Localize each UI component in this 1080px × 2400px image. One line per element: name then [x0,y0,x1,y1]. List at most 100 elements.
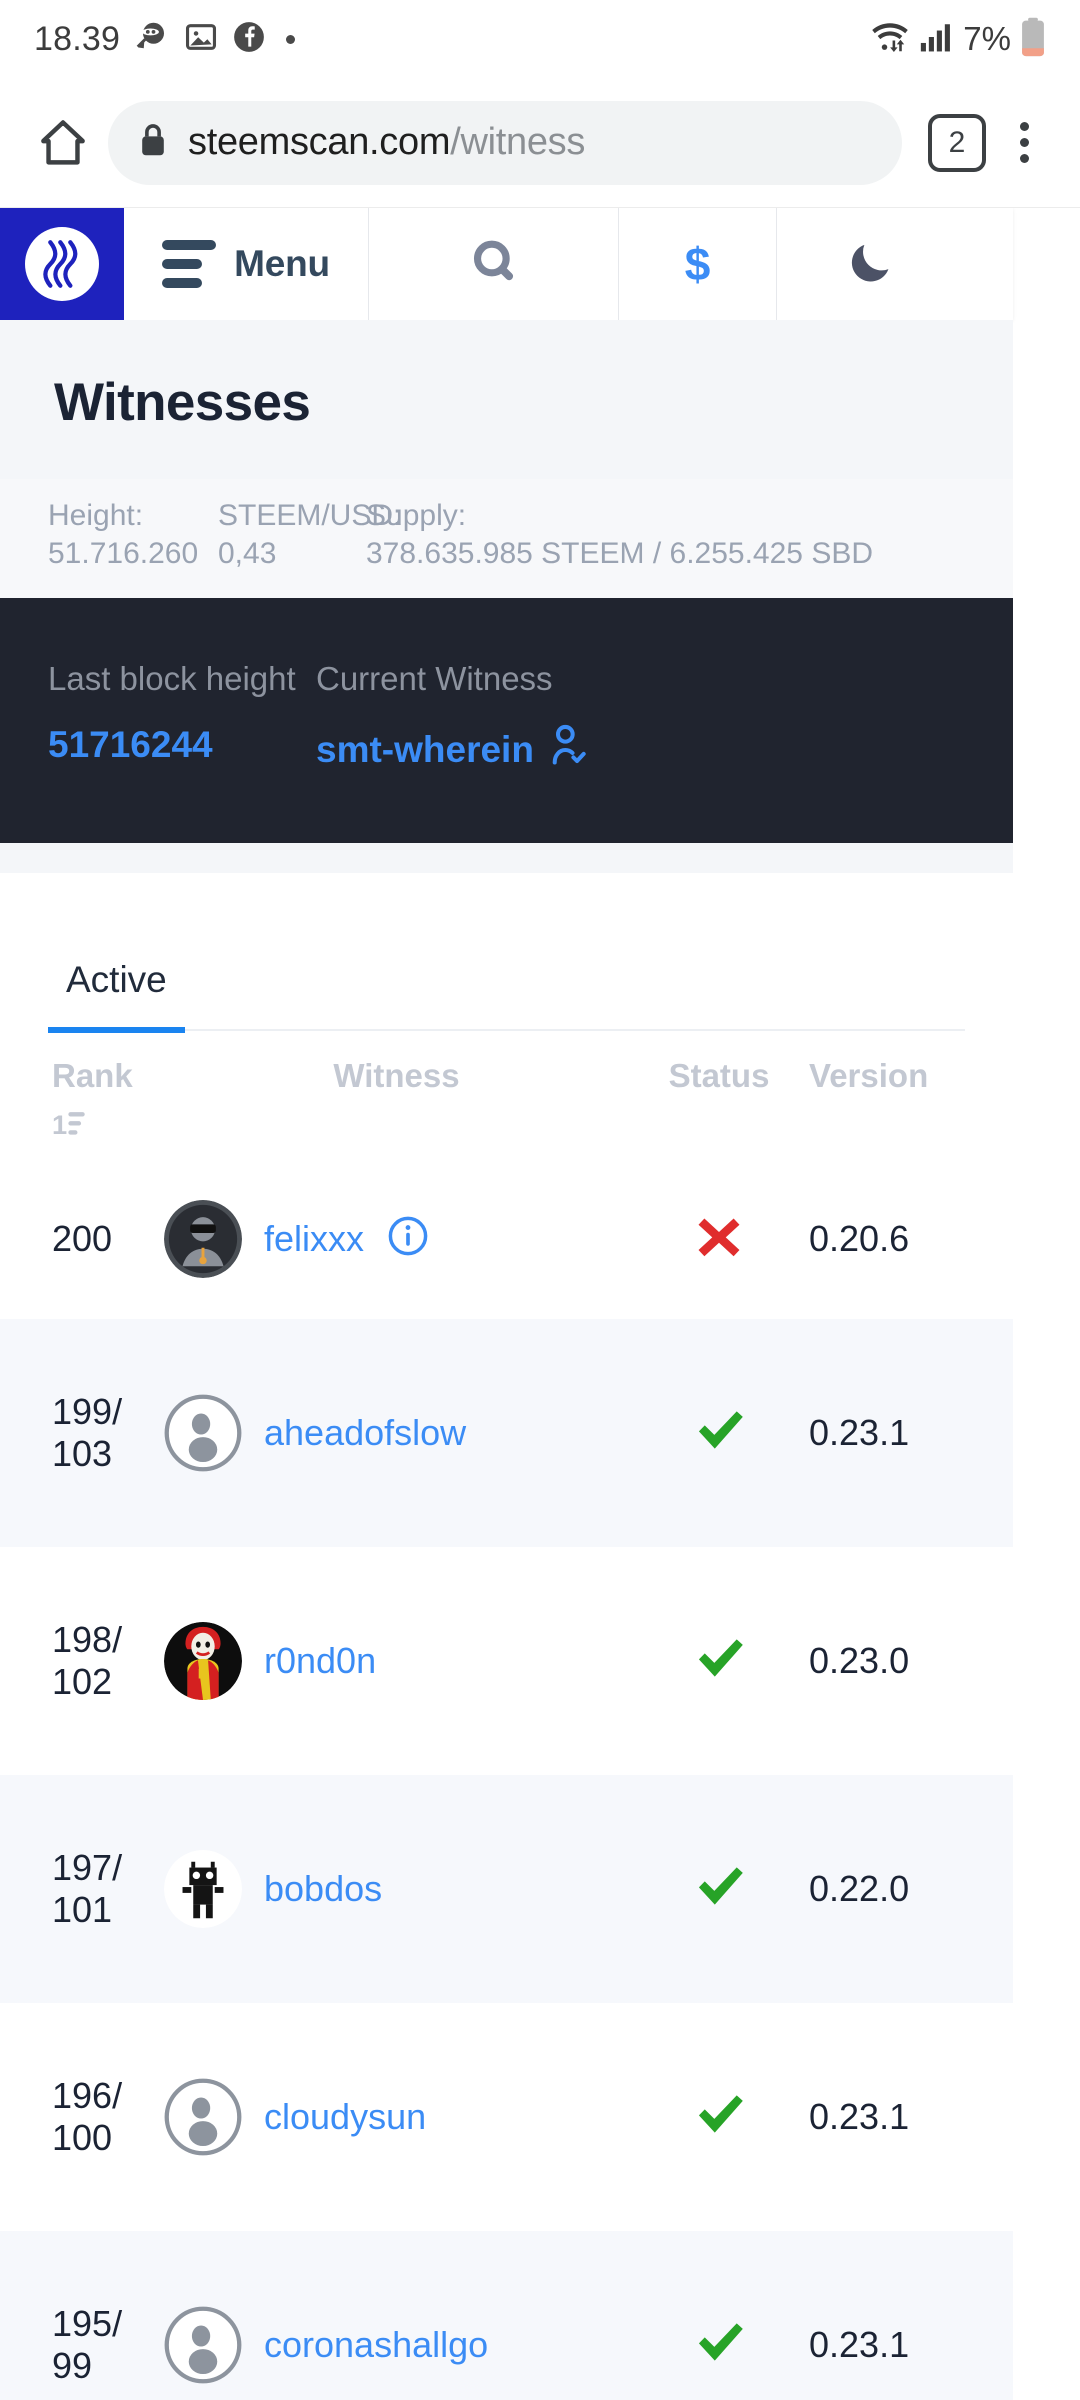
table-row[interactable]: 199/ 103 aheadofslow 0.23. [0,1318,1013,1547]
cell-rank: 199/ 103 [0,1391,164,1475]
column-header-rank[interactable]: Rank 1 [0,1057,164,1151]
avatar [164,1199,242,1278]
rank-value: 197/ [52,1847,123,1889]
battery-low-icon [1020,17,1046,62]
avatar [164,1849,242,1928]
green-check-icon [691,1402,747,1463]
stat-supply-value: 378.635.985 STEEM / 6.255.425 SBD [366,537,873,571]
cell-status [629,1858,809,1919]
version-value: 0.23.1 [809,2095,910,2137]
nav-menu-label: Menu [234,243,330,284]
facebook-icon [232,20,266,59]
tab-switcher-button[interactable]: 2 [928,113,986,172]
url-bar[interactable]: steemscan.com/witness [108,100,902,185]
nav-menu-button[interactable]: Menu [124,208,368,320]
browser-toolbar: steemscan.com/witness 2 [0,78,1080,208]
witness-name-link[interactable]: cloudysun [264,2095,427,2137]
version-value: 0.23.1 [809,2323,910,2365]
page-viewport: Menu $ Witnesses Height: 51.716.260 [0,208,1013,2400]
stat-height-value: 51.716.260 [48,537,199,571]
status-bar-left: 18.39 [34,19,296,60]
rank-value: 198/ [52,1619,123,1661]
cell-rank: 196/ 100 [0,2075,164,2159]
rank-sub-value: 103 [52,1432,113,1474]
cell-witness: r0nd0n [164,1621,629,1700]
lock-icon [138,122,168,163]
witness-tabs: Active [0,926,1013,1033]
nav-theme-toggle[interactable] [776,208,962,320]
stat-height: Height: 51.716.260 [48,497,218,574]
nav-price-button[interactable]: $ [618,208,776,320]
cell-status [629,2314,809,2375]
steem-logo-icon[interactable] [0,208,124,320]
web-page: Menu $ Witnesses Height: 51.716.260 [0,208,1080,2400]
cell-version: 0.22.0 [809,1868,1013,1910]
cell-rank: 200 [0,1218,164,1260]
svg-text:1: 1 [52,1109,67,1140]
table-header-row: Rank 1 Witness Status Version [0,1031,1013,1159]
current-witness-link[interactable]: smt-wherein [316,729,534,771]
table-row[interactable]: 200 felixxx [0,1159,1013,1319]
column-header-rank-label: Rank [52,1056,133,1094]
table-row[interactable]: 196/ 100 cloudysun 0.23.1 [0,2003,1013,2231]
witness-name-link[interactable]: r0nd0n [264,1639,377,1681]
witness-name-link[interactable]: bobdos [264,1867,383,1909]
stat-supply: Supply: 378.635.985 STEEM / 6.255.425 SB… [366,497,965,574]
table-row[interactable]: 198/ 102 [0,1547,1013,1775]
moon-icon [844,236,896,293]
more-notifications-dot [286,34,296,44]
sort-ascending-icon[interactable]: 1 [52,1103,92,1143]
cell-status [629,1630,809,1691]
cell-version: 0.23.1 [809,2324,1013,2366]
info-icon[interactable] [386,1214,430,1263]
cell-version: 0.23.0 [809,1640,1013,1682]
rank-value: 196/ [52,2075,123,2117]
column-header-version[interactable]: Version [809,1056,929,1094]
last-block-block: Last block height 51716244 [48,660,316,777]
table-row[interactable]: 195/ 99 coronashallgo 0.23 [0,2230,1013,2400]
green-check-icon [691,1630,747,1691]
cell-witness: cloudysun [164,2078,629,2156]
witness-name-link[interactable]: coronashallgo [264,2323,489,2365]
wifi-icon [869,19,911,60]
cell-witness: coronashallgo [164,2306,629,2384]
kebab-menu-icon[interactable] [994,122,1054,163]
home-icon[interactable] [26,106,100,180]
search-icon [468,236,520,293]
column-header-status[interactable]: Status [668,1056,770,1094]
cell-witness: felixxx [164,1199,629,1278]
rank-sub-value: 99 [52,2344,93,2386]
cell-status [629,1209,809,1268]
navbar-items: Menu $ [124,208,1013,320]
table-row[interactable]: 197/ 101 [0,1774,1013,2003]
last-block-value[interactable]: 51716244 [48,723,213,765]
url-text: steemscan.com/witness [188,121,585,164]
status-bar-clock: 18.39 [34,19,121,58]
cell-version: 0.23.1 [809,2096,1013,2138]
dollar-icon: $ [684,238,711,290]
ninja-notification-icon [134,19,170,60]
avatar [164,1621,242,1700]
nav-search-button[interactable] [368,208,618,320]
page-title: Witnesses [54,373,311,432]
avatar [164,2078,242,2156]
site-navbar: Menu $ [0,208,1013,320]
current-witness-block: Current Witness smt-wherein [316,660,590,777]
android-status-bar: 18.39 [0,0,1080,78]
cell-rank: 197/ 101 [0,1847,164,1931]
column-header-witness[interactable]: Witness [333,1056,460,1094]
stat-supply-label: Supply: [366,499,467,532]
version-value: 0.22.0 [809,1867,910,1909]
witness-table: Rank 1 Witness Status Version 200 [0,1030,1013,2400]
chain-stats-bar: Height: 51.716.260 STEEM/USD: 0,43 Suppl… [0,479,1013,598]
cell-status [629,2086,809,2147]
cell-witness: bobdos [164,1849,629,1928]
rank-sub-value: 101 [52,1888,113,1930]
witness-name-link[interactable]: felixxx [264,1217,365,1259]
status-bar-right: 7% [869,17,1046,62]
stat-price: STEEM/USD: 0,43 [218,497,401,574]
avatar [164,1394,242,1472]
witness-name-link[interactable]: aheadofslow [264,1411,467,1453]
cell-rank: 198/ 102 [0,1619,164,1703]
tab-active[interactable]: Active [48,927,185,1033]
